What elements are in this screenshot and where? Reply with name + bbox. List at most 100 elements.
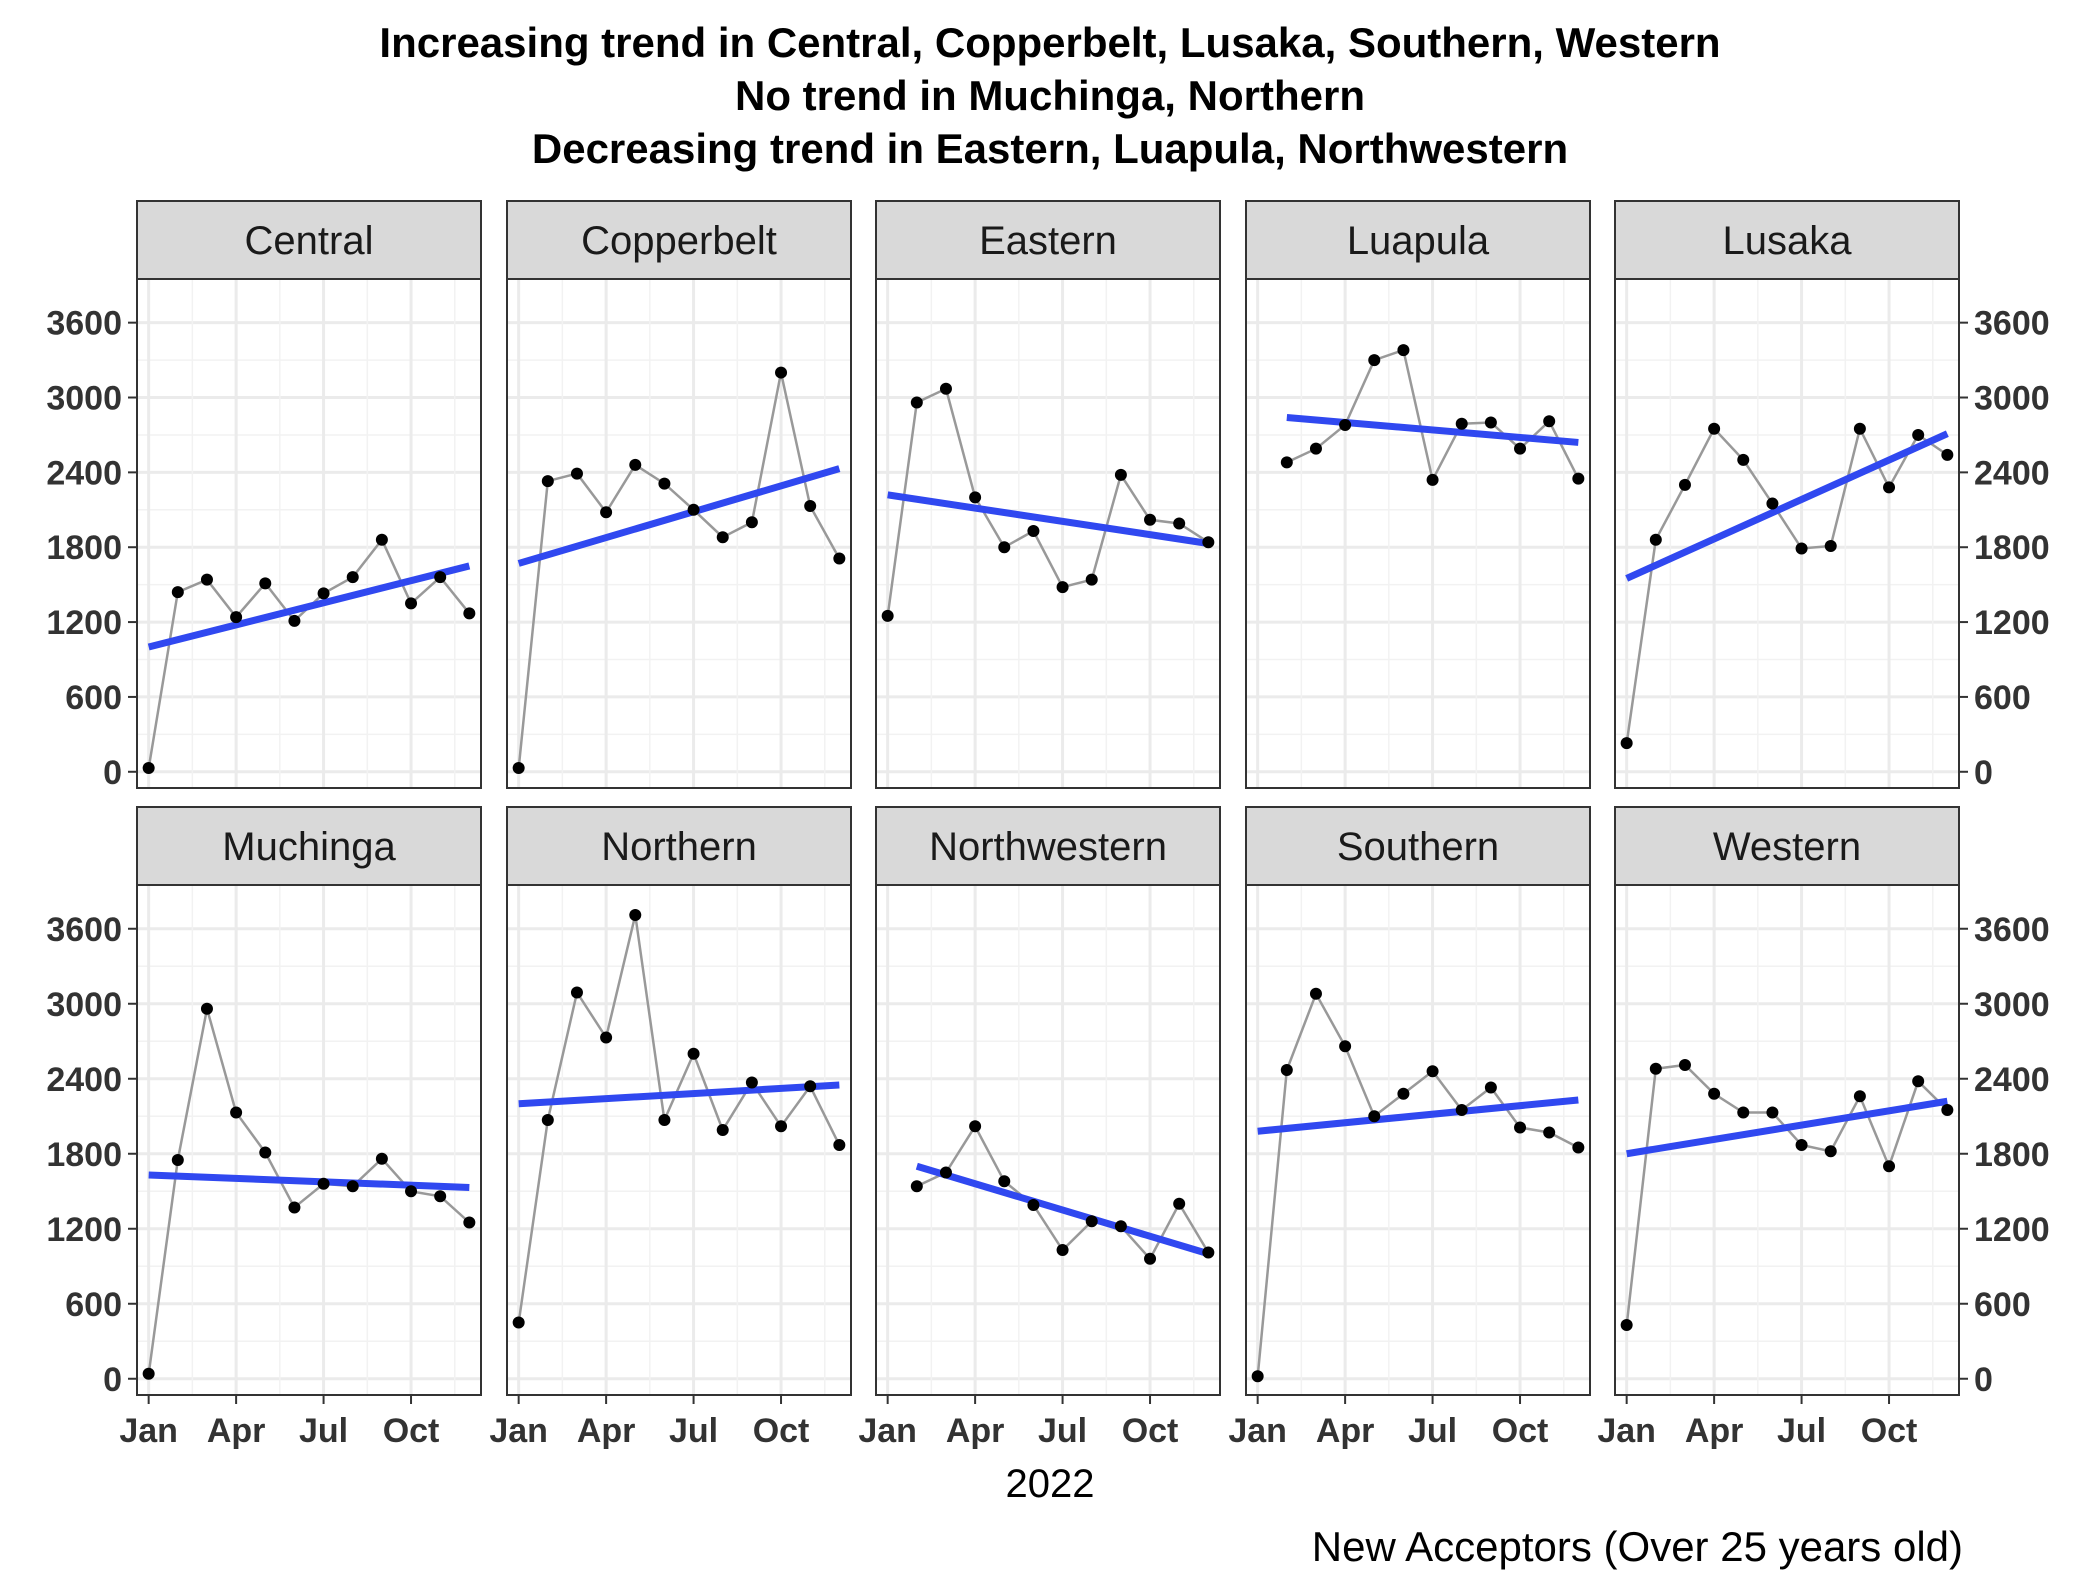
panel-background bbox=[876, 279, 1220, 788]
y-tick-label: 2400 bbox=[1974, 1061, 2050, 1099]
data-point bbox=[1737, 1106, 1750, 1119]
data-point bbox=[1824, 1145, 1837, 1158]
strip-background bbox=[875, 806, 1221, 886]
data-point bbox=[600, 1031, 613, 1044]
data-point bbox=[230, 1106, 243, 1119]
data-point bbox=[1514, 1121, 1527, 1134]
data-point bbox=[1649, 533, 1662, 546]
data-points-southern bbox=[1251, 987, 1585, 1383]
data-point bbox=[775, 366, 788, 379]
data-point bbox=[463, 1216, 476, 1229]
y-tick-label: 600 bbox=[65, 1286, 122, 1324]
y-tick-label: 3600 bbox=[46, 305, 122, 343]
panel-copperbelt: Copperbelt bbox=[506, 200, 852, 789]
y-tick-label: 1200 bbox=[46, 1211, 122, 1249]
panel-luapula: Luapula bbox=[1245, 200, 1591, 789]
y-tick-label: 3000 bbox=[1974, 986, 2050, 1024]
data-point bbox=[833, 552, 846, 565]
y-tick-label: 3600 bbox=[46, 911, 122, 949]
y-tick-label: 3600 bbox=[1974, 911, 2050, 949]
y-tick-label: 600 bbox=[65, 679, 122, 717]
strip-background bbox=[136, 806, 482, 886]
data-point bbox=[629, 458, 642, 471]
trend-line-central bbox=[147, 562, 471, 651]
data-point bbox=[804, 1080, 817, 1093]
panel-central: Central bbox=[136, 200, 482, 789]
data-point bbox=[375, 533, 388, 546]
y-tick-label: 2400 bbox=[46, 1061, 122, 1099]
data-point bbox=[1144, 1252, 1157, 1265]
data-point bbox=[1708, 422, 1721, 435]
y-tick-label: 600 bbox=[1974, 679, 2031, 717]
data-point bbox=[317, 587, 330, 600]
panel-northern: Northern bbox=[506, 806, 852, 1396]
data-point bbox=[658, 477, 671, 490]
y-tick-label: 3600 bbox=[1974, 305, 2050, 343]
series-line-northern bbox=[517, 914, 841, 1323]
data-point bbox=[434, 1190, 447, 1203]
data-point bbox=[1280, 1064, 1293, 1076]
panel-muchinga: Muchinga bbox=[136, 806, 482, 1396]
data-point bbox=[1941, 448, 1954, 461]
data-point bbox=[375, 1152, 388, 1165]
data-point bbox=[1795, 1139, 1808, 1151]
y-tick-label: 2400 bbox=[46, 454, 122, 492]
y-tick-label: 1200 bbox=[1974, 604, 2050, 642]
data-point bbox=[288, 614, 301, 627]
data-point bbox=[1339, 1040, 1352, 1053]
data-point bbox=[687, 1047, 700, 1060]
trend-line-northwestern bbox=[915, 1162, 1210, 1258]
x-tick-label: Apr bbox=[577, 1412, 636, 1450]
data-point bbox=[1027, 1199, 1040, 1211]
strip-label-southern: Southern bbox=[1337, 825, 1499, 869]
x-tick-label: Jul bbox=[299, 1412, 348, 1450]
data-point bbox=[1202, 1246, 1215, 1259]
x-tick-label: Jul bbox=[669, 1412, 718, 1450]
data-point bbox=[1883, 1160, 1896, 1173]
x-tick-label: Apr bbox=[207, 1412, 266, 1450]
data-point bbox=[881, 609, 894, 622]
data-point bbox=[512, 1316, 525, 1329]
data-points-northern bbox=[512, 909, 846, 1329]
series-line-lusaka bbox=[1625, 425, 1949, 744]
panel-northwestern: Northwestern bbox=[875, 806, 1221, 1396]
panel-gridlines bbox=[1615, 885, 1959, 1395]
y-tick-label: 1800 bbox=[1974, 529, 2050, 567]
data-point bbox=[570, 467, 583, 480]
data-point bbox=[1678, 478, 1691, 491]
x-tick-label: Apr bbox=[1316, 1412, 1375, 1450]
panel-western: Western bbox=[1614, 806, 1960, 1396]
data-point bbox=[346, 571, 359, 584]
data-point bbox=[512, 762, 525, 775]
data-point bbox=[745, 516, 758, 529]
data-point bbox=[1514, 442, 1527, 455]
x-tick-label: Jul bbox=[1777, 1412, 1826, 1450]
strip-label-eastern: Eastern bbox=[979, 219, 1117, 263]
data-point bbox=[1572, 472, 1585, 485]
data-point bbox=[142, 762, 155, 775]
data-point bbox=[998, 541, 1011, 554]
data-point bbox=[1649, 1062, 1662, 1075]
strip-label-western: Western bbox=[1713, 825, 1861, 869]
x-tick-label: Apr bbox=[946, 1412, 1005, 1450]
x-axis-muchinga: Jan Apr Jul Oct bbox=[119, 1395, 439, 1450]
strip-label-copperbelt: Copperbelt bbox=[581, 219, 777, 263]
strip-label-lusaka: Lusaka bbox=[1723, 219, 1853, 263]
x-tick-label: Jan bbox=[119, 1412, 178, 1450]
data-point bbox=[1397, 344, 1410, 357]
strip-label-luapula: Luapula bbox=[1347, 219, 1490, 263]
y-tick-label: 0 bbox=[103, 1361, 122, 1399]
x-tick-label: Jul bbox=[1408, 1412, 1457, 1450]
x-tick-label: Oct bbox=[1861, 1412, 1918, 1450]
data-point bbox=[1251, 1370, 1264, 1383]
data-point bbox=[230, 611, 243, 624]
strip-label-central: Central bbox=[245, 219, 374, 263]
data-point bbox=[1678, 1059, 1691, 1071]
data-point bbox=[405, 1185, 418, 1198]
data-points-copperbelt bbox=[512, 366, 846, 775]
data-point bbox=[1280, 456, 1293, 469]
y-tick-label: 600 bbox=[1974, 1286, 2031, 1324]
panel-background bbox=[507, 279, 851, 788]
